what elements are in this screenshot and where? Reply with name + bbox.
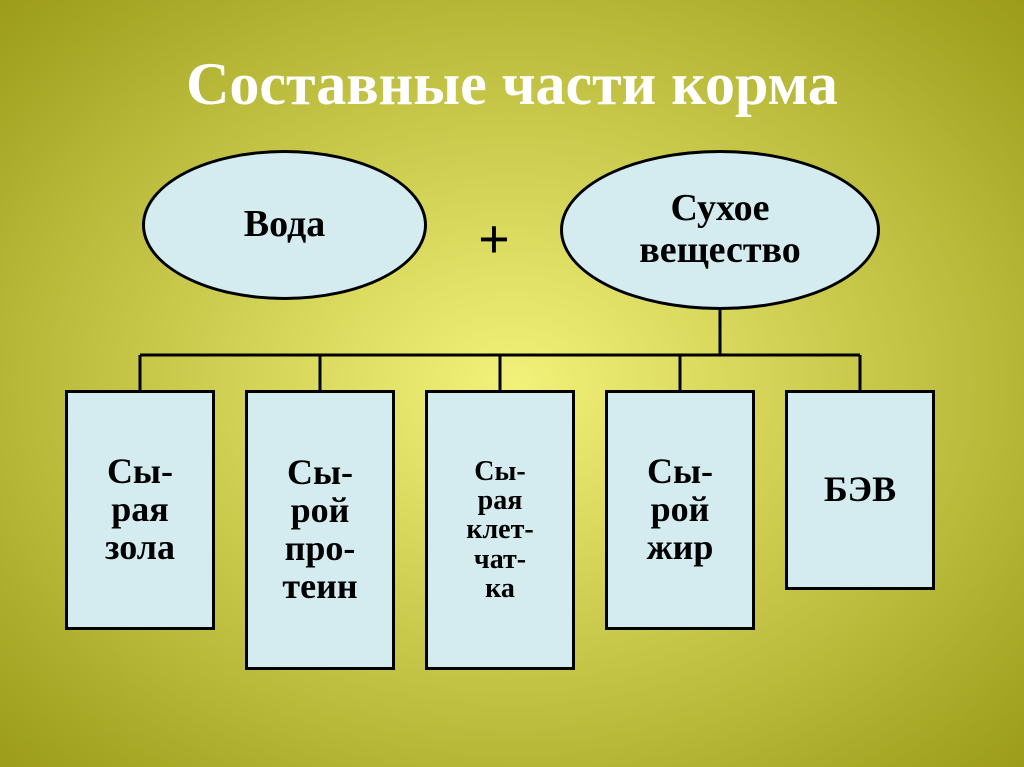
box-bev: БЭВ xyxy=(785,390,935,590)
ellipse-water: Вода xyxy=(142,150,427,300)
box-protein: Сы-ройпро-теин xyxy=(245,390,395,670)
box-fat: Сы-ройжир xyxy=(605,390,755,630)
box-ash: Сы-раязола xyxy=(65,390,215,630)
slide-title: Составные части корма xyxy=(0,50,1024,119)
box-fiber: Сы-раяклет-чат-ка xyxy=(425,390,575,670)
slide: Составные части корма Вода Сухоевещество +… xyxy=(0,0,1024,767)
plus-sign: + xyxy=(478,208,510,272)
ellipse-drymat: Сухоевещество xyxy=(560,150,880,310)
